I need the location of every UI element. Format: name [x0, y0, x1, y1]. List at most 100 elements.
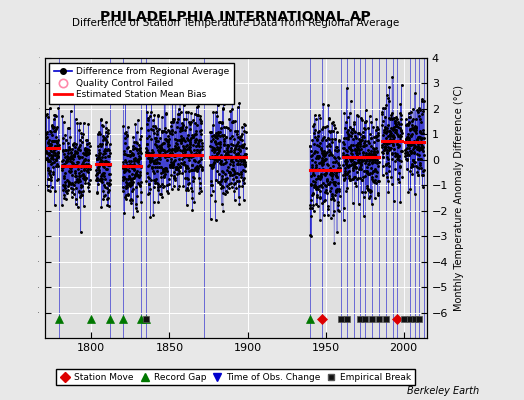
Point: [413, 138, 422, 144]
Point: [238, 142, 246, 148]
Point: [368, 159, 377, 165]
Point: [169, 118, 177, 125]
Point: [129, 213, 137, 220]
Point: [178, 148, 187, 154]
Point: [407, 164, 415, 170]
Point: [318, 162, 326, 168]
Point: [80, 203, 88, 209]
Point: [121, 168, 129, 174]
Point: [315, 128, 323, 134]
Point: [346, 144, 354, 151]
Point: [97, 116, 105, 122]
Point: [386, 144, 395, 151]
Point: [45, 152, 53, 158]
Point: [321, 136, 330, 143]
Point: [126, 152, 135, 158]
Point: [348, 126, 356, 132]
Point: [213, 143, 221, 150]
Point: [59, 147, 68, 153]
Point: [351, 164, 359, 170]
Point: [319, 159, 328, 165]
Point: [44, 167, 52, 174]
Point: [311, 148, 319, 154]
Point: [344, 144, 353, 150]
Point: [368, 152, 377, 159]
Point: [213, 102, 222, 108]
Point: [209, 188, 217, 194]
Point: [221, 170, 229, 177]
Point: [362, 107, 370, 114]
Point: [155, 148, 163, 154]
Point: [367, 135, 376, 141]
Point: [79, 188, 88, 194]
Point: [407, 148, 415, 154]
Point: [172, 119, 181, 125]
Point: [361, 172, 369, 179]
Point: [127, 178, 135, 185]
Point: [216, 141, 224, 148]
Point: [157, 174, 165, 180]
Point: [388, 181, 396, 188]
Point: [217, 154, 225, 160]
Point: [181, 175, 189, 182]
Point: [359, 149, 367, 155]
Point: [373, 136, 381, 143]
Point: [325, 152, 333, 158]
Point: [145, 155, 153, 162]
Point: [334, 199, 342, 205]
Point: [357, 189, 366, 196]
Point: [217, 178, 225, 184]
Point: [187, 110, 195, 117]
Point: [366, 187, 374, 193]
Point: [51, 188, 60, 194]
Point: [416, 134, 424, 140]
Point: [230, 153, 238, 160]
Point: [211, 134, 220, 141]
Point: [53, 154, 61, 160]
Point: [347, 160, 356, 167]
Point: [159, 169, 167, 175]
Point: [180, 115, 189, 122]
Point: [405, 135, 413, 141]
Point: [188, 132, 196, 139]
Point: [155, 160, 163, 166]
Point: [383, 92, 391, 98]
Point: [62, 188, 71, 194]
Point: [366, 155, 374, 162]
Point: [100, 193, 108, 199]
Point: [92, 156, 101, 162]
Point: [354, 130, 362, 136]
Point: [409, 146, 418, 152]
Point: [389, 142, 397, 148]
Point: [105, 141, 114, 147]
Point: [368, 176, 376, 182]
Point: [346, 128, 355, 135]
Point: [332, 172, 340, 179]
Point: [228, 166, 237, 172]
Point: [169, 115, 177, 122]
Point: [370, 146, 378, 153]
Point: [233, 130, 241, 137]
Point: [196, 162, 205, 168]
Point: [397, 116, 406, 122]
Point: [127, 162, 135, 168]
Point: [235, 136, 244, 142]
Point: [352, 148, 360, 154]
Point: [187, 154, 195, 160]
Point: [388, 133, 397, 139]
Point: [166, 162, 174, 168]
Point: [362, 150, 370, 156]
Point: [81, 180, 90, 186]
Point: [231, 197, 239, 204]
Point: [177, 138, 185, 144]
Point: [122, 176, 130, 182]
Point: [313, 142, 322, 148]
Point: [102, 159, 110, 166]
Point: [92, 177, 101, 184]
Point: [123, 180, 132, 187]
Point: [137, 164, 146, 170]
Point: [224, 153, 233, 160]
Point: [306, 202, 314, 208]
Point: [212, 109, 220, 115]
Point: [382, 102, 390, 109]
